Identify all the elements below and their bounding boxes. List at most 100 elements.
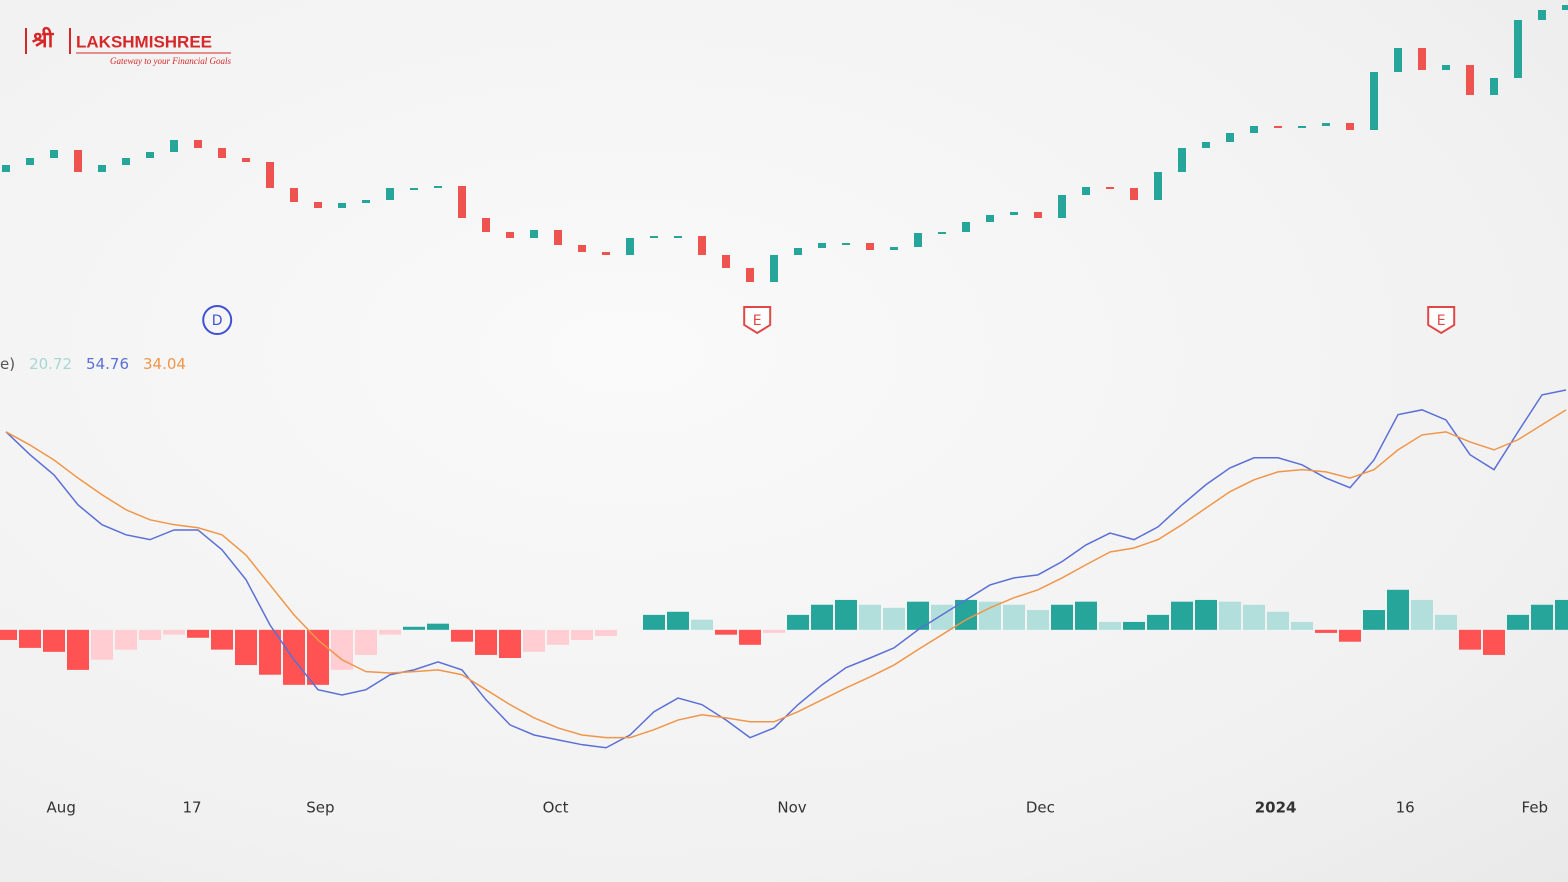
candle: [122, 158, 130, 165]
histogram-bar: [811, 604, 833, 630]
histogram-bar: [715, 629, 737, 635]
histogram-bar: [1123, 621, 1145, 630]
logo: श्री LAKSHMISHREE Gateway to your Financ…: [25, 26, 231, 66]
x-tick-label: Aug: [47, 799, 76, 817]
macd-line: [5, 409, 1567, 739]
x-tick-label: Oct: [543, 799, 569, 817]
candle: [314, 202, 322, 208]
histogram-bar: [1051, 604, 1073, 630]
candle: [218, 148, 226, 158]
histogram-bar: [883, 607, 905, 630]
candle: [818, 243, 826, 248]
candle: [1154, 172, 1162, 200]
histogram-bar: [451, 629, 473, 642]
histogram-bar: [19, 629, 41, 648]
histogram-bar: [475, 629, 497, 655]
candle: [986, 215, 994, 222]
candle: [890, 247, 898, 250]
candle: [50, 150, 58, 158]
candle: [626, 238, 634, 255]
candle: [266, 162, 274, 188]
x-tick-label: 2024: [1255, 799, 1297, 817]
histogram-bar: [1339, 629, 1361, 642]
histogram-bar: [787, 614, 809, 630]
candle: [1418, 48, 1426, 70]
candle: [674, 236, 682, 238]
histogram-bar: [1363, 610, 1385, 630]
logo-mark: श्री: [32, 26, 55, 53]
histogram-bar: [0, 629, 17, 640]
histogram-bar: [187, 629, 209, 638]
histogram-bar: [43, 629, 65, 652]
logo-tagline: Gateway to your Financial Goals: [110, 56, 231, 66]
candle: [1082, 187, 1090, 195]
candle: [1202, 142, 1210, 148]
candle: [746, 268, 754, 282]
histogram-bar: [547, 629, 569, 645]
histogram-bar: [499, 629, 521, 658]
histogram-bar: [1459, 629, 1481, 650]
candle: [602, 252, 610, 255]
histogram-bar: [907, 601, 929, 630]
histogram-bar: [571, 629, 593, 640]
candle: [578, 245, 586, 252]
candle: [458, 186, 466, 218]
histogram-bar: [1483, 629, 1505, 655]
histogram-bar: [259, 629, 281, 675]
candle: [338, 203, 346, 208]
candle: [506, 232, 514, 238]
x-tick-label: Sep: [306, 799, 334, 817]
histogram-bar: [403, 626, 425, 630]
histogram-bar: [739, 629, 761, 645]
histogram-bar: [523, 629, 545, 652]
histogram-bar: [835, 599, 857, 630]
event-marker: [743, 306, 772, 335]
candle: [1058, 195, 1066, 218]
legend-item: e): [0, 355, 15, 373]
candle: [1562, 5, 1568, 10]
candle: [1538, 10, 1546, 20]
candle: [386, 188, 394, 200]
candle: [74, 150, 82, 172]
candle: [866, 243, 874, 250]
candle: [938, 232, 946, 234]
histogram-bar: [379, 629, 401, 635]
event-marker: [1427, 306, 1456, 335]
histogram-bar: [1171, 601, 1193, 630]
histogram-bar: [331, 629, 353, 670]
histogram-bar: [1195, 599, 1217, 630]
histogram-bar: [283, 629, 305, 685]
legend: e) 20.72 54.76 34.04: [0, 355, 186, 373]
legend-item: 20.72: [29, 355, 72, 373]
candle: [146, 152, 154, 158]
candle: [842, 243, 850, 245]
candle: [770, 255, 778, 282]
event-marker: [202, 305, 233, 335]
histogram-bar: [1075, 601, 1097, 630]
candle: [554, 230, 562, 245]
histogram-bar: [1411, 599, 1433, 630]
candle: [1394, 48, 1402, 72]
x-tick-label: Dec: [1026, 799, 1055, 817]
histogram-bar: [595, 629, 617, 636]
histogram-bar: [1291, 621, 1313, 630]
candle: [794, 248, 802, 255]
histogram-bar: [1267, 611, 1289, 630]
histogram-bar: [139, 629, 161, 640]
histogram-bar: [763, 629, 785, 633]
histogram-bar: [1387, 589, 1409, 630]
histogram-bar: [163, 629, 185, 635]
histogram-bar: [307, 629, 329, 685]
candle: [1226, 133, 1234, 142]
legend-item: 34.04: [143, 355, 186, 373]
candle: [170, 140, 178, 152]
histogram-bar: [67, 629, 89, 670]
histogram-bar: [355, 629, 377, 655]
candle: [1514, 20, 1522, 78]
histogram-bar: [691, 619, 713, 630]
histogram-bar: [1219, 601, 1241, 630]
histogram-bar: [1027, 610, 1049, 630]
histogram-bar: [1147, 614, 1169, 630]
histogram-bar: [1435, 614, 1457, 630]
